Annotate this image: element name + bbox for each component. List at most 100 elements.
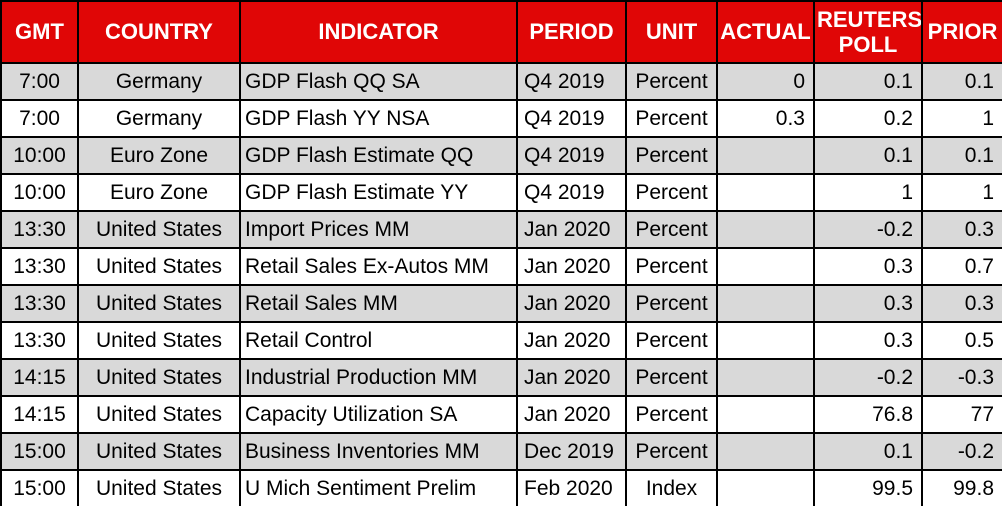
column-header-indicator: INDICATOR: [239, 0, 518, 64]
cell-actual: [716, 210, 815, 249]
cell-indicator: GDP Flash QQ SA: [239, 62, 518, 101]
cell-country: United States: [77, 432, 241, 471]
cell-unit: Percent: [625, 136, 718, 175]
cell-actual: [716, 321, 815, 360]
cell-prior: 77: [921, 395, 1002, 434]
cell-indicator: GDP Flash Estimate QQ: [239, 136, 518, 175]
cell-unit: Index: [625, 469, 718, 506]
cell-reuters_poll: 1: [813, 173, 923, 212]
cell-unit: Percent: [625, 321, 718, 360]
table-row: 7:00 Germany GDP Flash QQ SA Q4 2019 Percent…: [0, 62, 1002, 101]
cell-actual: [716, 284, 815, 323]
cell-reuters_poll: 0.1: [813, 432, 923, 471]
cell-country: United States: [77, 395, 241, 434]
column-header-reuters_poll: REUTERS POLL: [813, 0, 923, 64]
cell-indicator: Retail Sales Ex-Autos MM: [239, 247, 518, 286]
cell-gmt: 14:15: [0, 358, 79, 397]
cell-prior: 0.1: [921, 62, 1002, 101]
cell-prior: 99.8: [921, 469, 1002, 506]
cell-actual: [716, 469, 815, 506]
cell-unit: Percent: [625, 284, 718, 323]
cell-indicator: GDP Flash Estimate YY: [239, 173, 518, 212]
cell-gmt: 15:00: [0, 432, 79, 471]
table-header: GMT COUNTRY INDICATOR PERIOD UNIT ACTUAL REUTE…: [0, 0, 1002, 64]
column-header-gmt: GMT: [0, 0, 79, 64]
cell-prior: 0.5: [921, 321, 1002, 360]
table-row: 14:15 United States Industrial Production …: [0, 358, 1002, 397]
cell-country: Germany: [77, 62, 241, 101]
cell-gmt: 13:30: [0, 247, 79, 286]
cell-reuters_poll: 0.1: [813, 136, 923, 175]
column-header-prior: PRIOR: [921, 0, 1002, 64]
table-row: 13:30 United States Retail Sales MM Jan 202…: [0, 284, 1002, 323]
table-body: 7:00 Germany GDP Flash QQ SA Q4 2019 Percent…: [0, 62, 1002, 506]
cell-reuters_poll: 0.1: [813, 62, 923, 101]
cell-reuters_poll: 0.3: [813, 321, 923, 360]
cell-prior: 0.1: [921, 136, 1002, 175]
cell-indicator: Retail Control: [239, 321, 518, 360]
cell-indicator: Import Prices MM: [239, 210, 518, 249]
cell-actual: 0: [716, 62, 815, 101]
cell-reuters_poll: 0.3: [813, 284, 923, 323]
table-row: 10:00 Euro Zone GDP Flash Estimate QQ Q4 20…: [0, 136, 1002, 175]
cell-indicator: Industrial Production MM: [239, 358, 518, 397]
cell-unit: Percent: [625, 395, 718, 434]
cell-prior: 1: [921, 99, 1002, 138]
cell-country: United States: [77, 469, 241, 506]
cell-actual: [716, 432, 815, 471]
cell-actual: [716, 136, 815, 175]
cell-unit: Percent: [625, 247, 718, 286]
cell-unit: Percent: [625, 432, 718, 471]
cell-gmt: 13:30: [0, 321, 79, 360]
cell-prior: -0.2: [921, 432, 1002, 471]
cell-unit: Percent: [625, 173, 718, 212]
cell-period: Q4 2019: [516, 136, 627, 175]
cell-country: United States: [77, 358, 241, 397]
cell-gmt: 13:30: [0, 284, 79, 323]
cell-period: Jan 2020: [516, 321, 627, 360]
cell-gmt: 13:30: [0, 210, 79, 249]
header-row: GMT COUNTRY INDICATOR PERIOD UNIT ACTUAL REUTE…: [0, 0, 1002, 64]
cell-country: United States: [77, 284, 241, 323]
cell-period: Jan 2020: [516, 395, 627, 434]
table-row: 7:00 Germany GDP Flash YY NSA Q4 2019 Percen…: [0, 99, 1002, 138]
cell-period: Jan 2020: [516, 210, 627, 249]
cell-period: Q4 2019: [516, 173, 627, 212]
cell-country: Euro Zone: [77, 173, 241, 212]
cell-gmt: 7:00: [0, 62, 79, 101]
cell-country: Euro Zone: [77, 136, 241, 175]
cell-unit: Percent: [625, 62, 718, 101]
cell-gmt: 15:00: [0, 469, 79, 506]
cell-period: Feb 2020: [516, 469, 627, 506]
cell-period: Jan 2020: [516, 247, 627, 286]
cell-indicator: Capacity Utilization SA: [239, 395, 518, 434]
cell-country: Germany: [77, 99, 241, 138]
column-header-period: PERIOD: [516, 0, 627, 64]
column-header-unit: UNIT: [625, 0, 718, 64]
cell-reuters_poll: 0.2: [813, 99, 923, 138]
cell-period: Dec 2019: [516, 432, 627, 471]
cell-period: Q4 2019: [516, 99, 627, 138]
column-header-actual: ACTUAL: [716, 0, 815, 64]
cell-reuters_poll: -0.2: [813, 358, 923, 397]
cell-prior: -0.3: [921, 358, 1002, 397]
cell-reuters_poll: 76.8: [813, 395, 923, 434]
cell-period: Jan 2020: [516, 358, 627, 397]
table-row: 15:00 United States Business Inventories M…: [0, 432, 1002, 471]
cell-country: United States: [77, 247, 241, 286]
cell-actual: [716, 173, 815, 212]
cell-period: Jan 2020: [516, 284, 627, 323]
cell-prior: 1: [921, 173, 1002, 212]
cell-actual: [716, 247, 815, 286]
cell-prior: 0.3: [921, 210, 1002, 249]
table-row: 14:15 United States Capacity Utilization S…: [0, 395, 1002, 434]
cell-indicator: GDP Flash YY NSA: [239, 99, 518, 138]
table-row: 13:30 United States Retail Sales Ex-Autos …: [0, 247, 1002, 286]
cell-prior: 0.7: [921, 247, 1002, 286]
cell-unit: Percent: [625, 210, 718, 249]
table-row: 15:00 United States U Mich Sentiment Preli…: [0, 469, 1002, 506]
column-header-country: COUNTRY: [77, 0, 241, 64]
cell-unit: Percent: [625, 99, 718, 138]
